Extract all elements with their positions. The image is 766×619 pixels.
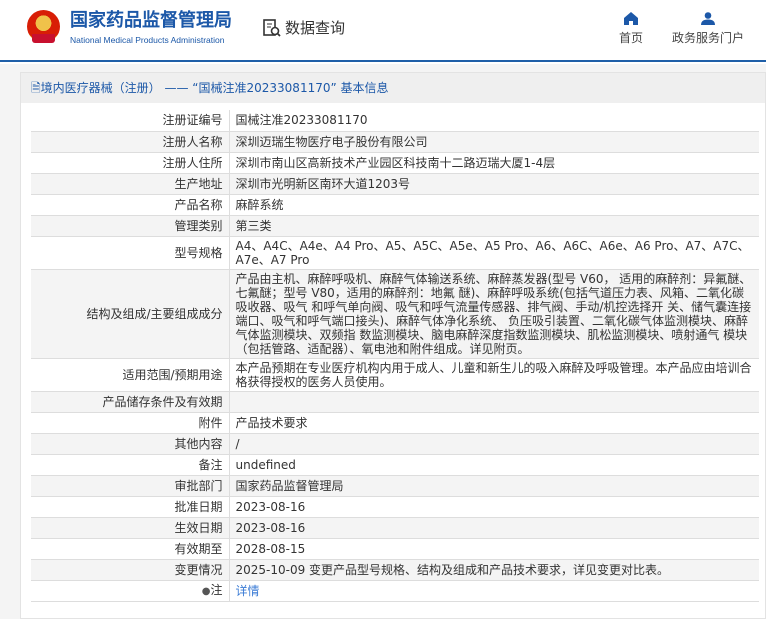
table-row: 注册人名称 深圳迈瑞生物医疗电子股份有限公司 (31, 131, 759, 153)
nav-gov-service-portal[interactable]: 政务服务门户 (672, 12, 744, 46)
row-value: / (229, 433, 759, 455)
panel-title: 🗎境内医疗器械（注册） —— “国械注准20233081170” 基本信息 (21, 73, 765, 103)
brand-name-cn: 国家药品监督管理局 (70, 10, 232, 31)
details-link[interactable]: 详情 (235, 583, 260, 598)
brand-name-en: National Medical Products Administration (70, 35, 225, 45)
row-value: 2028-08-15 (229, 538, 759, 560)
table-row: 结构及组成/主要组成成分 产品由主机、麻醉呼吸机、麻醉气体输送系统、麻醉蒸发器(型… (31, 269, 759, 359)
table-row: 产品储存条件及有效期 (31, 391, 759, 413)
emblem-base (32, 34, 55, 43)
user-icon (701, 12, 715, 25)
row-label: 变更情况 (31, 559, 230, 581)
data-query-link[interactable]: 数据查询 (262, 17, 345, 38)
row-value: 深圳市光明新区南环大道1203号 (229, 173, 759, 195)
row-value: 2025-10-09 变更产品型号规格、结构及组成和产品技术要求，详见变更对比表… (229, 559, 759, 581)
row-label: 产品名称 (31, 194, 230, 216)
site-header: 国家药品监督管理局 National Medical Products Admi… (0, 0, 766, 62)
row-label: 附件 (31, 412, 230, 434)
row-label: 注册人住所 (31, 152, 230, 174)
row-value: 国家药品监督管理局 (229, 475, 759, 497)
row-value: 本产品预期在专业医疗机构内用于成人、儿童和新生儿的吸入麻醉及呼吸管理。本产品应由… (229, 358, 759, 392)
table-row: 有效期至 2028-08-15 (31, 538, 759, 560)
row-value: 2023-08-16 (229, 517, 759, 539)
row-label: 注册证编号 (31, 110, 230, 132)
detail-panel: 🗎境内医疗器械（注册） —— “国械注准20233081170” 基本信息 注册… (20, 72, 766, 619)
row-label: 型号规格 (31, 236, 230, 270)
row-value: 深圳迈瑞生物医疗电子股份有限公司 (229, 131, 759, 153)
table-row: 变更情况 2025-10-09 变更产品型号规格、结构及组成和产品技术要求，详见变… (31, 559, 759, 581)
row-label: 结构及组成/主要组成成分 (31, 269, 230, 359)
row-value: 深圳市南山区高新技术产业园区科技南十二路迈瑞大厦1-4层 (229, 152, 759, 174)
row-value: 麻醉系统 (229, 194, 759, 216)
data-query-label: 数据查询 (285, 19, 346, 37)
table-row: 生效日期 2023-08-16 (31, 517, 759, 539)
home-icon (624, 12, 638, 25)
row-value: 第三类 (229, 215, 759, 237)
table-row: 备注 undefined (31, 454, 759, 476)
row-value: 产品技术要求 (229, 412, 759, 434)
info-table: 注册证编号 国械注准20233081170 注册人名称 深圳迈瑞生物医疗电子股份有限公… (31, 110, 759, 602)
row-label: ●注 (31, 580, 230, 602)
row-label: 产品储存条件及有效期 (31, 391, 230, 413)
table-row: 注册人住所 深圳市南山区高新技术产业园区科技南十二路迈瑞大厦1-4层 (31, 152, 759, 174)
document-icon: 🗎 (31, 81, 41, 95)
row-value: A4、A4C、A4e、A4 Pro、A5、A5C、A5e、A5 Pro、A6、A… (229, 236, 759, 270)
row-label: 管理类别 (31, 215, 230, 237)
row-value: 详情 (229, 580, 759, 602)
row-label: 有效期至 (31, 538, 230, 560)
table-row: 注册证编号 国械注准20233081170 (31, 110, 759, 132)
document-search-icon (263, 18, 281, 37)
table-row: 批准日期 2023-08-16 (31, 496, 759, 518)
row-label: 批准日期 (31, 496, 230, 518)
nav-home-label: 首页 (619, 31, 644, 45)
row-value: 产品由主机、麻醉呼吸机、麻醉气体输送系统、麻醉蒸发器(型号 V60， 适用的麻醉… (229, 269, 759, 359)
row-value (229, 391, 759, 413)
table-row: 管理类别 第三类 (31, 215, 759, 237)
nav-home[interactable]: 首页 (619, 12, 643, 46)
row-label: 适用范围/预期用途 (31, 358, 230, 392)
lightbulb-icon: ● (201, 585, 211, 597)
row-label: 备注 (31, 454, 230, 476)
row-label: 其他内容 (31, 433, 230, 455)
table-row: 适用范围/预期用途 本产品预期在专业医疗机构内用于成人、儿童和新生儿的吸入麻醉及呼… (31, 358, 759, 392)
row-label: 生产地址 (31, 173, 230, 195)
table-row: 其他内容 / (31, 433, 759, 455)
row-label: 生效日期 (31, 517, 230, 539)
table-row: 产品名称 麻醉系统 (31, 194, 759, 216)
row-value: 2023-08-16 (229, 496, 759, 518)
row-value: undefined (229, 454, 759, 476)
table-row: 审批部门 国家药品监督管理局 (31, 475, 759, 497)
table-row: 型号规格 A4、A4C、A4e、A4 Pro、A5、A5C、A5e、A5 Pro、… (31, 236, 759, 270)
table-row: 生产地址 深圳市光明新区南环大道1203号 (31, 173, 759, 195)
table-row: 附件 产品技术要求 (31, 412, 759, 434)
nav-portal-label: 政务服务门户 (672, 31, 745, 45)
row-value: 国械注准20233081170 (229, 110, 759, 132)
row-label: 注册人名称 (31, 131, 230, 153)
table-row: ●注 详情 (31, 580, 759, 602)
row-label: 审批部门 (31, 475, 230, 497)
